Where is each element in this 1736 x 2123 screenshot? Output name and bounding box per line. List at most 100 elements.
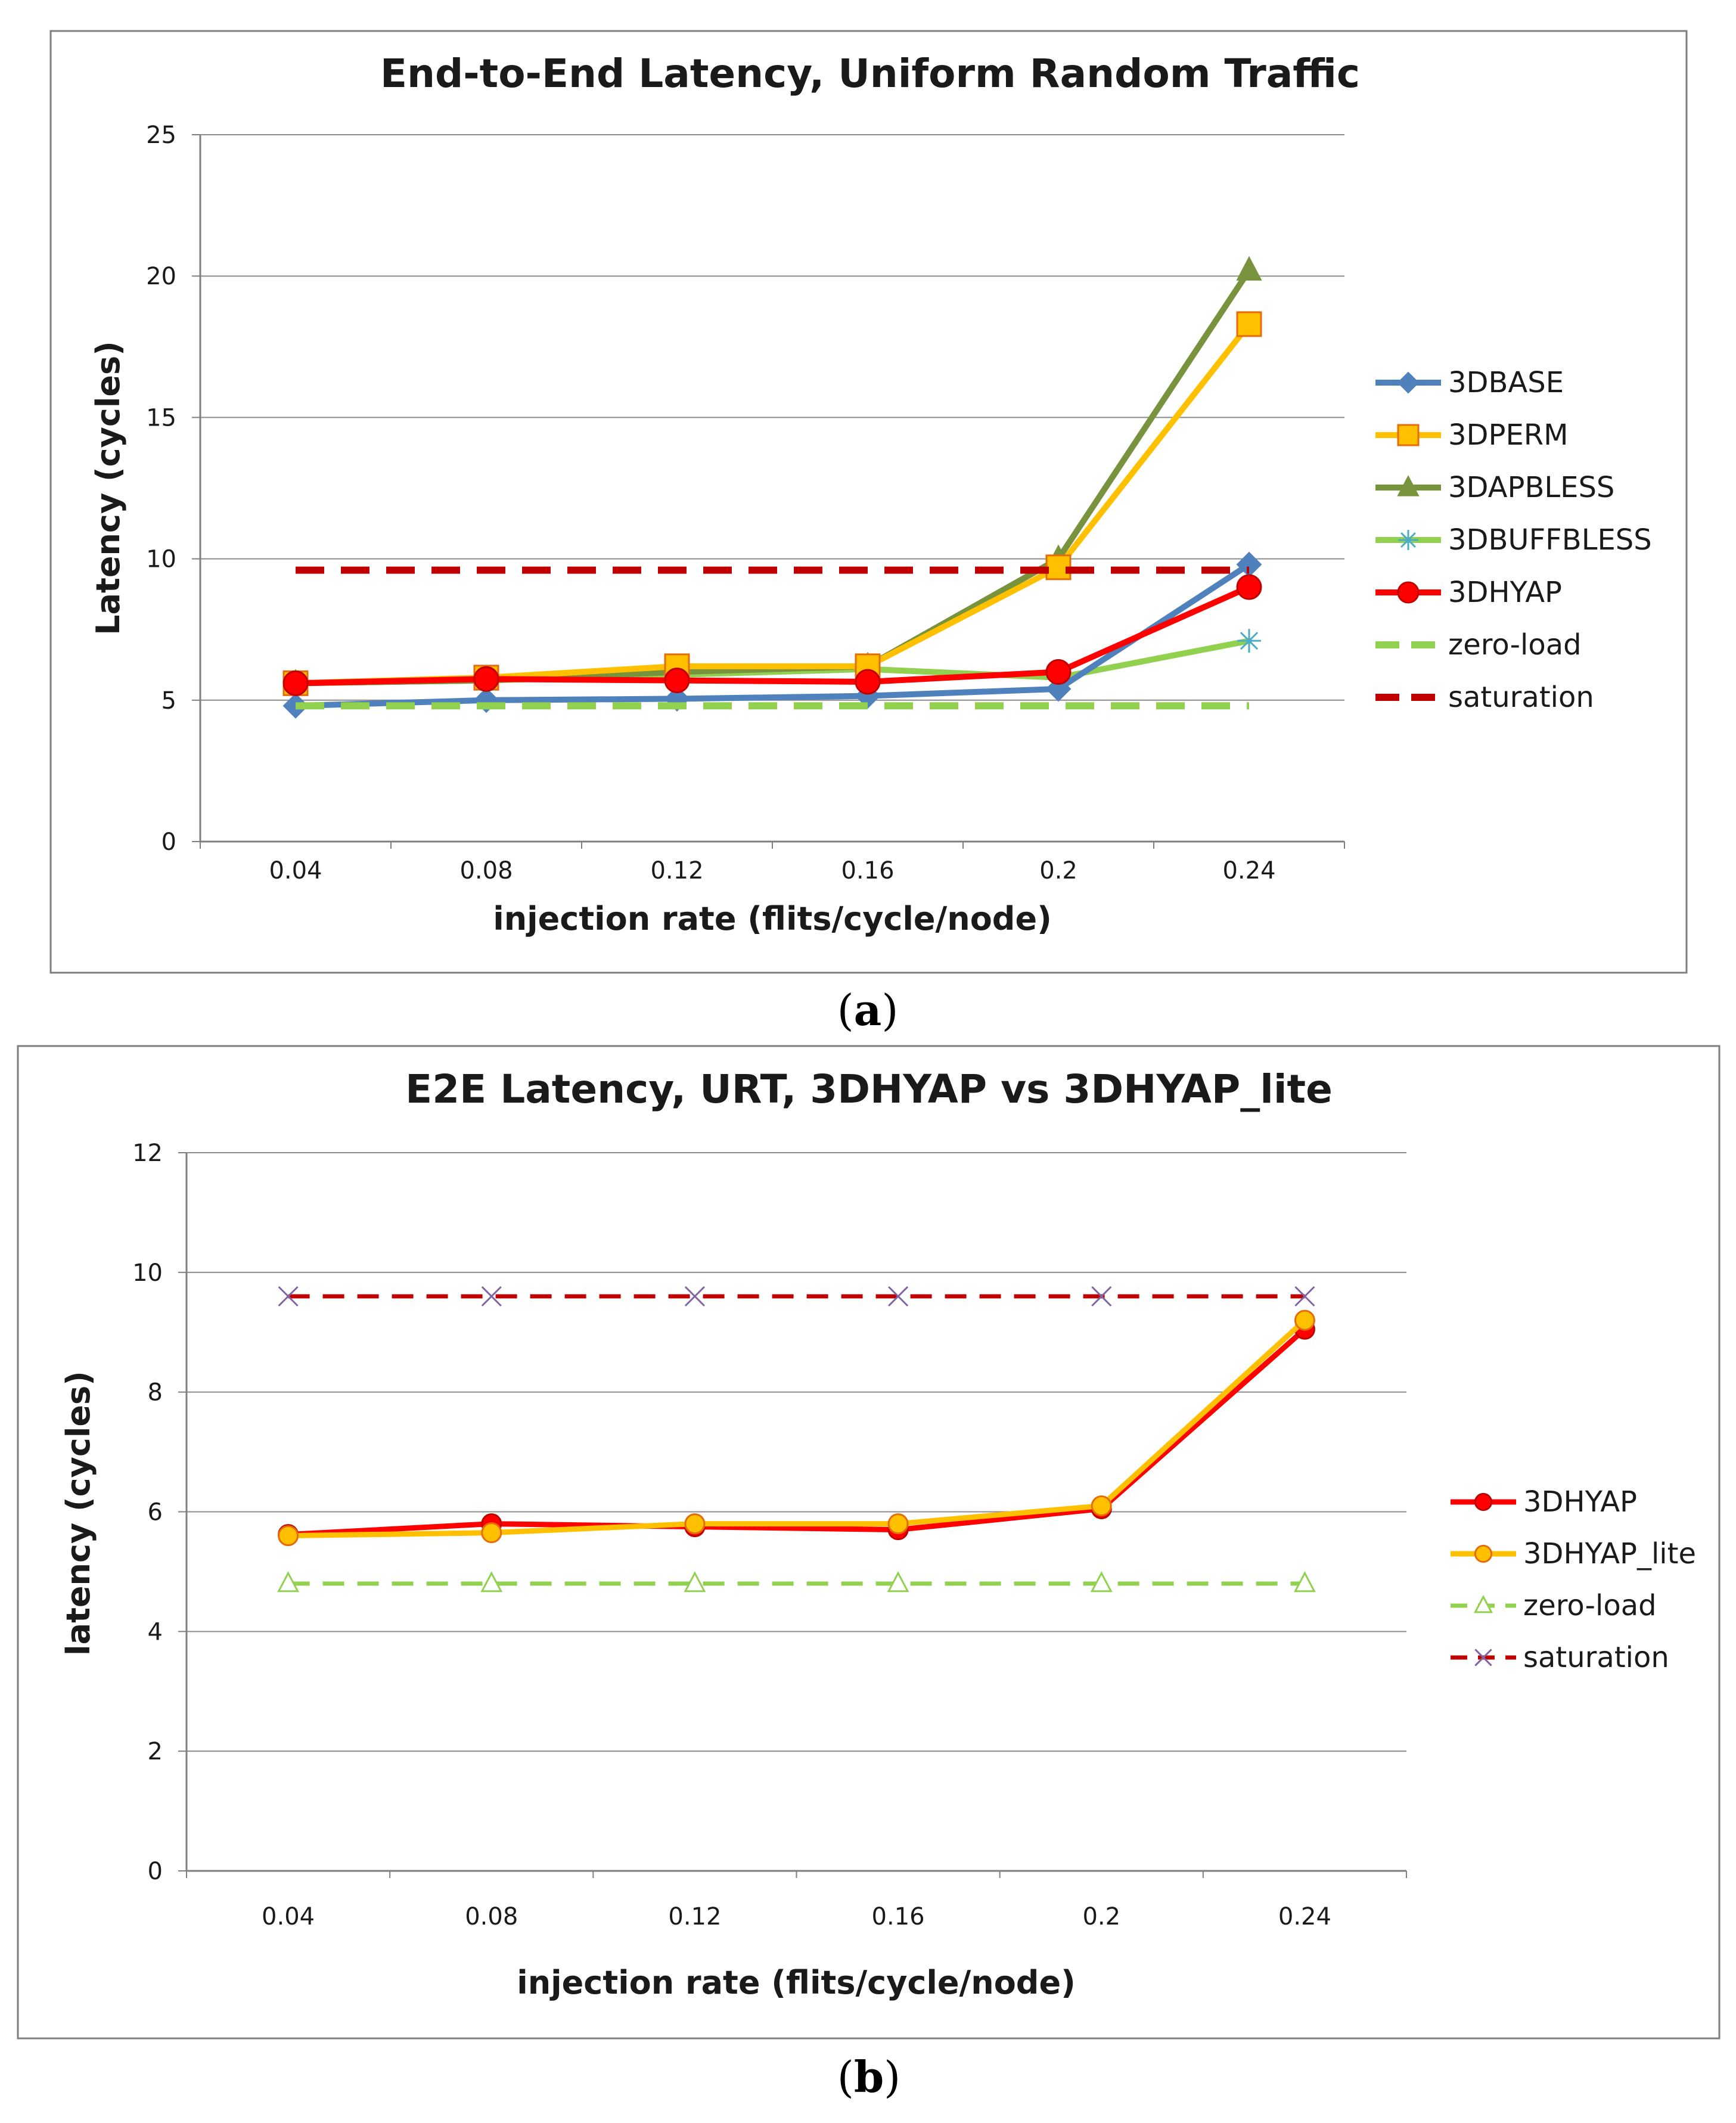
caption-open: (: [837, 985, 854, 1035]
y-tick-label: 20: [146, 263, 176, 290]
series-3dhyap: [282, 574, 1262, 696]
y-tick-label: 6: [148, 1499, 163, 1526]
data-point: [278, 1286, 299, 1307]
data-point: [473, 666, 499, 692]
data-point: [684, 1286, 705, 1307]
legend-item-3dhyap-lite: 3DHYAP_lite: [1451, 1537, 1696, 1570]
y-tick-label: 0: [148, 1858, 163, 1885]
legend-label: 3DHYAP_lite: [1523, 1537, 1696, 1570]
legend-marker: [1398, 530, 1418, 550]
legend-item-3dhyap: 3DHYAP: [1375, 576, 1562, 609]
x-tick-label: 0.04: [269, 857, 322, 884]
legend: 3DBASE 3DPERM 3DAPBLESS 3DBUFFBLESS 3DHYAP ze…: [1375, 366, 1652, 714]
caption-letter: b: [854, 2051, 884, 2102]
caption-close: ): [884, 2052, 900, 2102]
x-tick-label: 0.2: [1039, 857, 1077, 884]
legend-item-3dperm: 3DPERM: [1375, 418, 1569, 452]
series-line-3dhyap: [293, 584, 1252, 687]
legend-label: 3DPERM: [1448, 418, 1569, 452]
legend-label: 3DBUFFBLESS: [1448, 523, 1652, 557]
legend-label: 3DAPBLESS: [1448, 471, 1614, 504]
series-line-3dhyap-lite: [285, 1317, 1308, 1539]
data-point: [1090, 1571, 1113, 1593]
x-tick-label: 0.2: [1082, 1903, 1120, 1930]
data-point: [887, 1571, 909, 1593]
data-point: [1045, 659, 1072, 685]
data-point: [480, 1571, 503, 1593]
data-point: [1236, 574, 1262, 600]
legend-item-saturation: saturation: [1375, 681, 1594, 714]
y-tick-label: 15: [146, 404, 176, 432]
legend-item-3dbuffbless: 3DBUFFBLESS: [1375, 523, 1652, 557]
legend: 3DHYAP 3DHYAP_lite zero-load saturation: [1451, 1485, 1696, 1674]
chart-1: 0 5 10 15 20 25 0.04 0.08 0.12 0.16 0.2 0.24 End-to-…: [49, 30, 1688, 1035]
series-zero-load: [277, 1571, 1316, 1593]
y-tick-label: 10: [146, 546, 176, 573]
data-point: [1091, 1286, 1112, 1307]
data-point: [1293, 1571, 1316, 1593]
series-saturation: [278, 1286, 1315, 1307]
x-tick-label: 0.08: [459, 857, 513, 884]
legend-item-3dbase: 3DBASE: [1375, 366, 1564, 399]
caption-close: ): [881, 985, 898, 1035]
data-point: [282, 670, 309, 696]
y-tick-label: 4: [148, 1618, 163, 1646]
y-tick-label: 10: [132, 1259, 163, 1287]
y-tick-label: 2: [148, 1738, 163, 1765]
legend-label: zero-load: [1523, 1589, 1657, 1622]
y-axis-title: latency (cycles): [60, 1371, 97, 1656]
legend-marker: [1473, 1594, 1493, 1613]
legend-item-3dapbless: 3DAPBLESS: [1375, 471, 1614, 504]
legend-label: saturation: [1448, 681, 1594, 714]
series-line-3dbase: [293, 561, 1252, 709]
chart-2: 0 2 4 6 8 10 12 0.04 0.08 0.12 0.16 0.2 0.24 E2E Late…: [17, 1045, 1721, 2102]
y-tick-label: 25: [146, 122, 176, 149]
chart-2-frame: [17, 1045, 1721, 2040]
series-3dhyap-lite: [278, 1309, 1315, 1547]
figure-caption: (b): [837, 2051, 901, 2102]
y-tick-label: 8: [148, 1379, 163, 1407]
data-point: [887, 1513, 909, 1535]
y-axis-title: Latency (cycles): [89, 341, 127, 635]
y-tick-label: 12: [132, 1140, 163, 1167]
data-point: [888, 1286, 909, 1307]
data-point: [481, 1522, 502, 1544]
data-point: [1294, 1309, 1315, 1331]
caption-open: (: [837, 2052, 854, 2102]
x-tick-label: 0.08: [465, 1903, 518, 1930]
x-tick-label: 0.16: [872, 1903, 925, 1930]
legend-item-zero-load: zero-load: [1451, 1589, 1657, 1622]
legend-label: 3DHYAP: [1448, 576, 1562, 609]
chart-title: E2E Latency, URT, 3DHYAP vs 3DHYAP_lite: [405, 1066, 1333, 1112]
series-line-3dhyap: [285, 1326, 1308, 1538]
data-point: [481, 1286, 502, 1307]
y-tick-label: 0: [162, 828, 176, 856]
series-3dbase: [282, 551, 1262, 719]
caption-letter: a: [854, 985, 882, 1035]
legend-marker: [1474, 1492, 1493, 1511]
legend-label: zero-load: [1448, 628, 1582, 662]
legend-marker: [1397, 371, 1420, 394]
chart-1-frame: [49, 30, 1688, 974]
data-point: [855, 669, 881, 695]
x-tick-label: 0.12: [650, 857, 703, 884]
data-point: [1091, 1495, 1112, 1516]
legend-item-zero-load: zero-load: [1375, 628, 1582, 662]
data-point: [1294, 1286, 1315, 1307]
data-point: [1236, 311, 1262, 337]
legend-marker: [1397, 475, 1420, 496]
x-tick-label: 0.24: [1222, 857, 1275, 884]
legend-marker: [1474, 1544, 1493, 1563]
data-point: [1236, 256, 1262, 281]
x-tick-label: 0.04: [262, 1903, 315, 1930]
data-point: [684, 1513, 706, 1535]
chart-title: End-to-End Latency, Uniform Random Traff…: [380, 51, 1360, 97]
x-axis-title: injection rate (flits/cycle/node): [517, 1964, 1076, 2001]
legend-marker: [1474, 1649, 1492, 1666]
x-tick-label: 0.12: [668, 1903, 721, 1930]
figure-caption: (a): [837, 985, 899, 1035]
legend-label: 3DHYAP: [1523, 1485, 1637, 1519]
data-point: [277, 1571, 300, 1593]
x-axis-title: injection rate (flits/cycle/node): [493, 900, 1052, 938]
